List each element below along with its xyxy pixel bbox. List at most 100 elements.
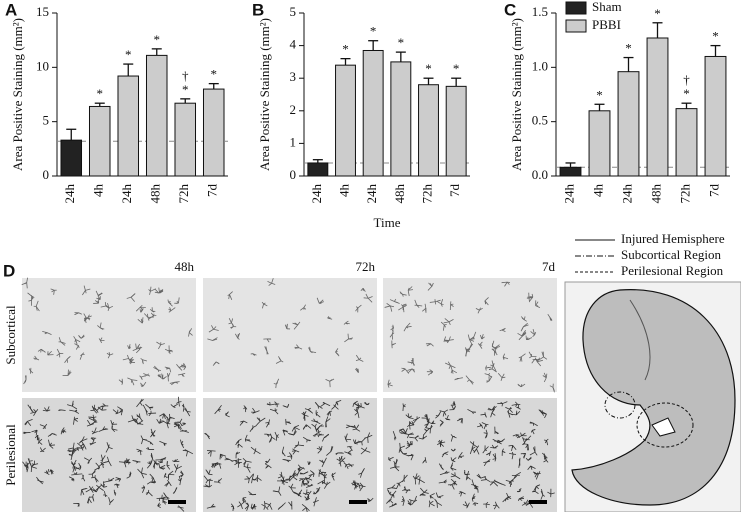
cell-process [508, 479, 514, 485]
cell-process [326, 411, 331, 415]
cell-process [347, 449, 352, 454]
cell-process [96, 484, 100, 488]
cell-process [390, 494, 394, 499]
cell-process [513, 475, 517, 479]
cell-process [532, 334, 535, 338]
cell-process [439, 419, 444, 423]
cell-process [466, 476, 468, 480]
cell-process [112, 409, 118, 414]
cell-process [148, 315, 154, 320]
cell-process [93, 427, 97, 433]
cell-process [74, 312, 79, 315]
cell-process [438, 481, 444, 484]
cell-process [182, 372, 186, 375]
cell-process [68, 450, 73, 453]
cell-process [451, 484, 455, 490]
cell-process [206, 506, 212, 509]
cell-process [145, 409, 148, 412]
cell-process [141, 320, 144, 324]
cell-process [136, 415, 141, 418]
cell-process [269, 504, 273, 510]
cell-process [42, 409, 48, 412]
cell-process [90, 488, 94, 493]
cell-process [469, 441, 474, 445]
cell-process [294, 444, 299, 447]
cell-process [167, 421, 170, 424]
cell-process [155, 289, 159, 294]
cell-process [176, 464, 179, 470]
cell-process [404, 368, 410, 374]
cell-process [91, 430, 95, 434]
cell-process [354, 480, 357, 485]
row-label: Subcortical [3, 305, 18, 365]
cell-process [148, 491, 153, 497]
x-tick-label: 72h [677, 184, 692, 204]
cell-process [354, 411, 359, 416]
cell-process [135, 306, 141, 312]
cell-process [406, 326, 412, 328]
cell-process [439, 422, 444, 427]
cell-process [319, 459, 325, 464]
cell-process [292, 450, 297, 455]
cell-process [314, 423, 317, 427]
cell-process [469, 379, 474, 384]
cell-process [78, 335, 82, 339]
significance-mark: * [712, 29, 719, 44]
x-tick-label: 4h [336, 184, 351, 198]
cell-process [160, 458, 162, 463]
cell-process [302, 492, 309, 496]
cell-process [53, 290, 55, 295]
cell-process [476, 445, 480, 450]
cell-process [314, 489, 320, 495]
cell-process [145, 403, 150, 408]
cell-process [47, 350, 53, 356]
cell-process [291, 450, 296, 452]
cell-process [444, 336, 447, 341]
cell-process [264, 501, 266, 507]
cell-process [81, 438, 88, 442]
cell-process [99, 322, 102, 328]
cell-process [297, 464, 301, 468]
cell-process [248, 478, 250, 484]
cell-process [482, 449, 486, 454]
cell-process [140, 435, 144, 440]
cell-process [188, 330, 191, 333]
cell-process [356, 406, 360, 409]
cell-process [290, 455, 293, 458]
cell-process [440, 303, 443, 307]
cell-process [517, 490, 521, 493]
cell-process [85, 288, 91, 291]
cell-process [483, 432, 488, 434]
cell-process [264, 506, 269, 510]
cell-process [331, 475, 335, 481]
cell-process [546, 438, 549, 441]
x-tick-label: 24h [119, 184, 134, 204]
cell-process [158, 462, 161, 468]
cell-process [500, 377, 503, 381]
cell-process [262, 303, 264, 309]
cell-process [29, 462, 32, 467]
y-axis-label: Area Positive Staining (mm²) [257, 18, 272, 171]
cell-process [139, 450, 142, 456]
cell-process [534, 451, 538, 456]
cell-process [255, 410, 260, 413]
cell-process [67, 447, 74, 450]
cell-process [228, 317, 232, 324]
cell-process [405, 428, 408, 434]
cell-process [280, 471, 283, 477]
cell-process [398, 306, 404, 311]
cell-process [519, 356, 522, 362]
cell-process [365, 401, 368, 405]
cell-process [49, 469, 52, 473]
cell-process [121, 382, 123, 385]
cell-process [38, 438, 43, 443]
cell-process [550, 492, 555, 495]
cell-process [74, 447, 78, 450]
cell-process [107, 302, 110, 309]
cell-process [288, 501, 293, 507]
cell-process [168, 301, 172, 304]
cell-process [245, 460, 252, 463]
cell-process [30, 370, 34, 374]
cell-process [150, 441, 153, 445]
cell-process [77, 442, 81, 447]
